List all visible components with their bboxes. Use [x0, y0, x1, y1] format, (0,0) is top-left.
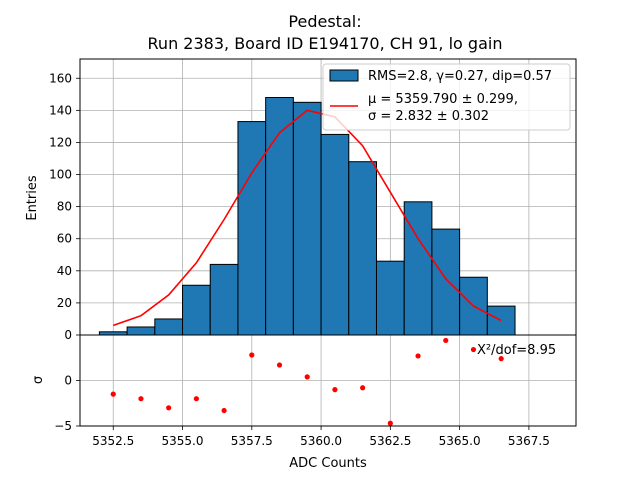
y-tick-label: 0	[64, 328, 72, 342]
y-tick-label: 160	[49, 71, 72, 85]
histogram-bar	[182, 284, 211, 336]
x-tick-label: 5357.5	[231, 434, 273, 448]
x-tick-label: 5352.5	[92, 434, 134, 448]
chart-title-line1: Pedestal:	[288, 12, 361, 31]
x-axis-label: ADC Counts	[289, 456, 367, 471]
residual-y-tick-label: −5	[54, 419, 72, 433]
legend-histogram-label: RMS=2.8, γ=0.27, dip=0.57	[368, 69, 552, 84]
residual-point	[193, 396, 199, 402]
x-tick-label: 5362.5	[369, 434, 411, 448]
residual-point	[415, 353, 421, 359]
residual-point	[166, 405, 172, 411]
residual-point	[443, 337, 449, 344]
x-tick-label: 5360.0	[300, 434, 342, 448]
legend-fit-sigma: σ = 2.832 ± 0.302	[368, 109, 489, 124]
ticks: 5352.5 5355.0 5357.5 5360.0 5362.5 5365.0 5367…	[49, 71, 550, 448]
histogram-bar	[348, 161, 377, 336]
residual-point	[360, 385, 366, 391]
residual-point	[387, 420, 393, 426]
y-tick-label: 20	[57, 296, 72, 310]
y-tick-label: 140	[49, 103, 72, 117]
y-axis-label-sigma: σ	[31, 376, 46, 384]
residual-point	[221, 407, 227, 414]
histogram-bar	[154, 318, 184, 336]
x-tick-label: 5367.5	[508, 434, 550, 448]
chi2-label: X²/dof=8.95	[477, 343, 556, 358]
residual-point	[304, 374, 310, 380]
histogram-bar	[265, 97, 294, 336]
chart-title-line2: Run 2383, Board ID E194170, CH 91, lo ga…	[148, 34, 503, 53]
legend: RMS=2.8, γ=0.27, dip=0.57 μ = 5359.790 ±…	[322, 63, 571, 131]
histogram-bar	[320, 133, 350, 336]
y-tick-label: 40	[57, 264, 72, 278]
histogram-bar	[431, 228, 461, 336]
histogram-bar	[375, 260, 405, 336]
legend-histogram-swatch	[329, 69, 359, 82]
legend-frame	[322, 63, 571, 131]
fit-curve-group	[113, 109, 502, 327]
residual-y-tick-label: 0	[64, 374, 72, 388]
y-axis-label-entries: Entries	[25, 175, 40, 221]
histogram-bar	[237, 121, 267, 336]
residual-point	[332, 387, 338, 393]
residual-point	[498, 356, 504, 362]
fit-curve	[113, 109, 502, 327]
residual-points	[110, 337, 504, 426]
residual-point	[470, 346, 477, 353]
histogram-bar	[209, 263, 239, 336]
y-tick-label: 120	[49, 135, 72, 149]
x-tick-label: 5365.0	[439, 434, 481, 448]
residual-point	[249, 352, 255, 358]
histogram-bar	[126, 326, 156, 336]
residual-point	[110, 391, 116, 397]
y-tick-label: 60	[57, 232, 72, 246]
histogram-bar	[292, 101, 322, 336]
residual-point	[138, 396, 144, 402]
y-tick-label: 100	[49, 168, 72, 182]
y-tick-label: 80	[57, 200, 72, 214]
legend-fit-mu: μ = 5359.790 ± 0.299,	[368, 92, 518, 107]
x-tick-label: 5355.0	[162, 434, 204, 448]
residual-point	[276, 362, 283, 368]
